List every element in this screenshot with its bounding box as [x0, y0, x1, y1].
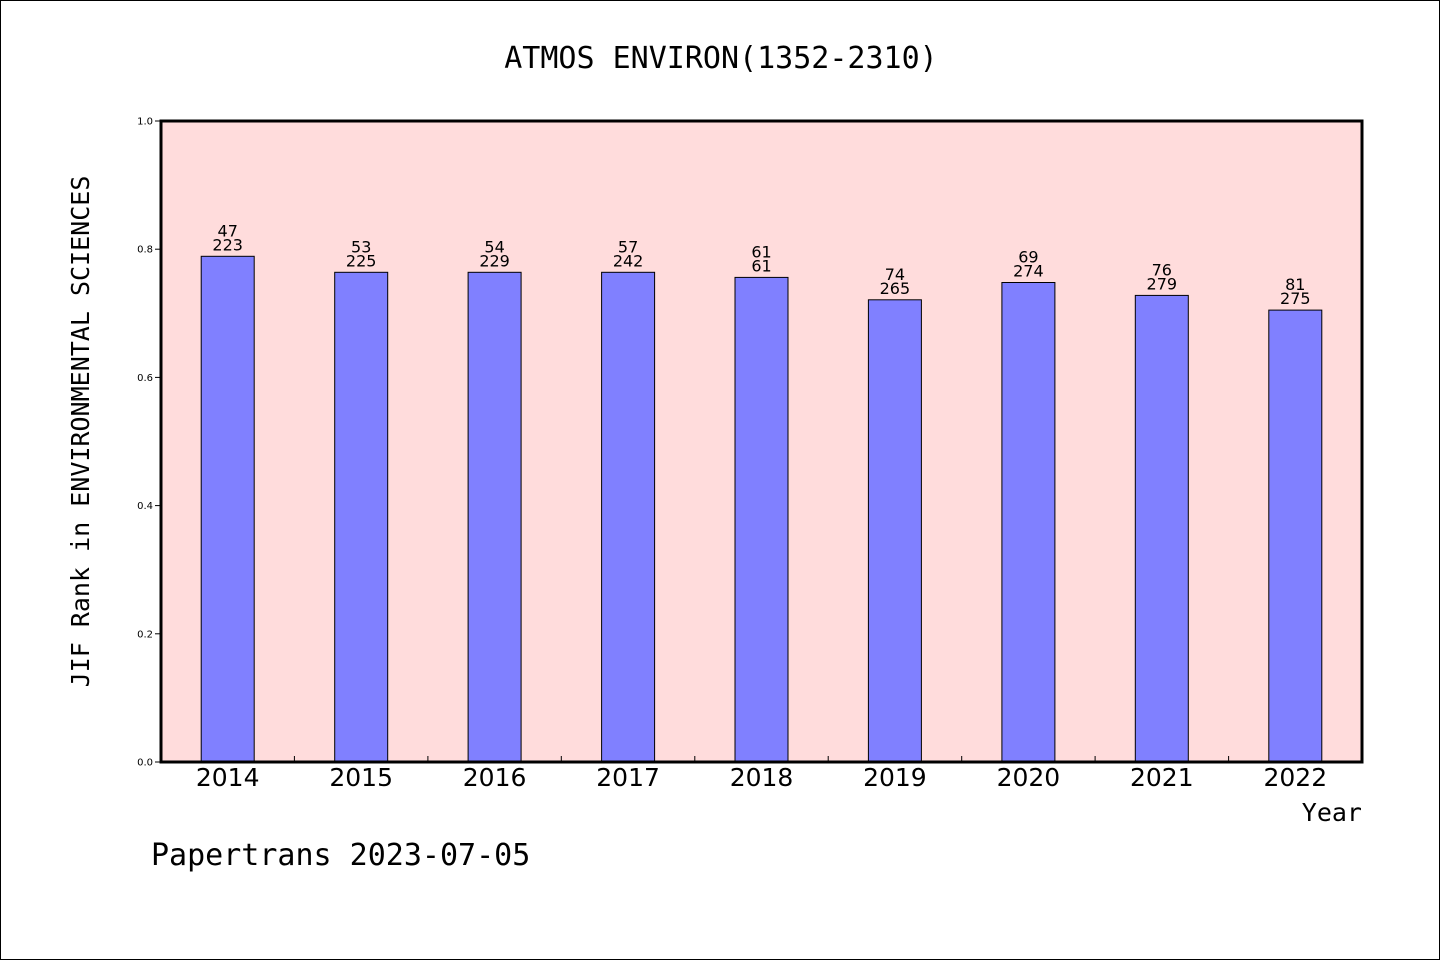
bar-label-top-2021: 76 [1152, 260, 1172, 279]
x-tick-label-2022: 2022 [1263, 763, 1327, 792]
bar-label-top-2018: 61 [751, 242, 771, 261]
bar-label-top-2016: 54 [484, 237, 504, 256]
bar-label-top-2015: 53 [351, 237, 371, 256]
y-axis: 0.0 0.2 0.4 0.6 0.8 1.0 [137, 117, 161, 769]
bar-label-top-2022: 81 [1285, 275, 1305, 294]
bar-2021 [1134, 294, 1189, 763]
bar-label-bottom-2014: 223 [212, 235, 243, 254]
x-axis-label: Year [1302, 798, 1362, 827]
bar-label-top-2019: 74 [885, 265, 905, 284]
y-axis-label: JIF Rank in ENVIRONMENTAL SCIENCES [66, 176, 95, 688]
y-tick-label: 1.0 [137, 117, 153, 128]
bar-label-bottom-2019: 265 [880, 279, 911, 298]
bar-label-bottom-2016: 229 [479, 251, 510, 270]
bar-label-top-2020: 69 [1018, 248, 1038, 267]
x-tick-label-2017: 2017 [596, 763, 660, 792]
bar-label-top-2014: 47 [218, 221, 238, 240]
x-axis: 2014 2015 2016 2017 2018 2019 2020 2021 2022 [196, 756, 1327, 792]
bar-label-bottom-2020: 274 [1013, 262, 1044, 281]
bar-2022 [1268, 309, 1323, 763]
chart-title: ATMOS ENVIRON(1352-2310) [504, 41, 937, 76]
y-tick-label: 0.2 [137, 629, 153, 640]
bar-2018 [734, 276, 789, 763]
x-tick-label-2016: 2016 [463, 763, 527, 792]
bar-2016 [467, 271, 522, 763]
bar-2019 [867, 299, 922, 763]
y-tick-label: 0.6 [137, 373, 153, 384]
y-tick-label: 0.4 [137, 501, 153, 512]
bar-2015 [334, 271, 389, 763]
bar-label-bottom-2015: 225 [346, 251, 377, 270]
bar-label-top-2017: 57 [618, 237, 638, 256]
bar-2020 [1001, 282, 1056, 763]
bar-2014 [200, 255, 255, 763]
y-tick-label: 0.0 [137, 758, 153, 769]
bar-label-bottom-2017: 242 [613, 251, 644, 270]
x-tick-label-2021: 2021 [1130, 763, 1194, 792]
x-tick-label-2018: 2018 [730, 763, 794, 792]
footer-credit: Papertrans 2023-07-05 [151, 838, 530, 873]
plot-border [159, 119, 1364, 764]
y-tick-label: 0.8 [137, 245, 153, 256]
x-tick-label-2015: 2015 [329, 763, 393, 792]
x-tick-label-2019: 2019 [863, 763, 927, 792]
bar-label-bottom-2022: 275 [1280, 289, 1311, 308]
x-tick-label-2014: 2014 [196, 763, 260, 792]
x-tick-label-2020: 2020 [997, 763, 1061, 792]
bar-label-bottom-2018: 61 [751, 256, 771, 275]
bar-2017 [601, 271, 656, 763]
bar-label-bottom-2021: 279 [1147, 274, 1178, 293]
